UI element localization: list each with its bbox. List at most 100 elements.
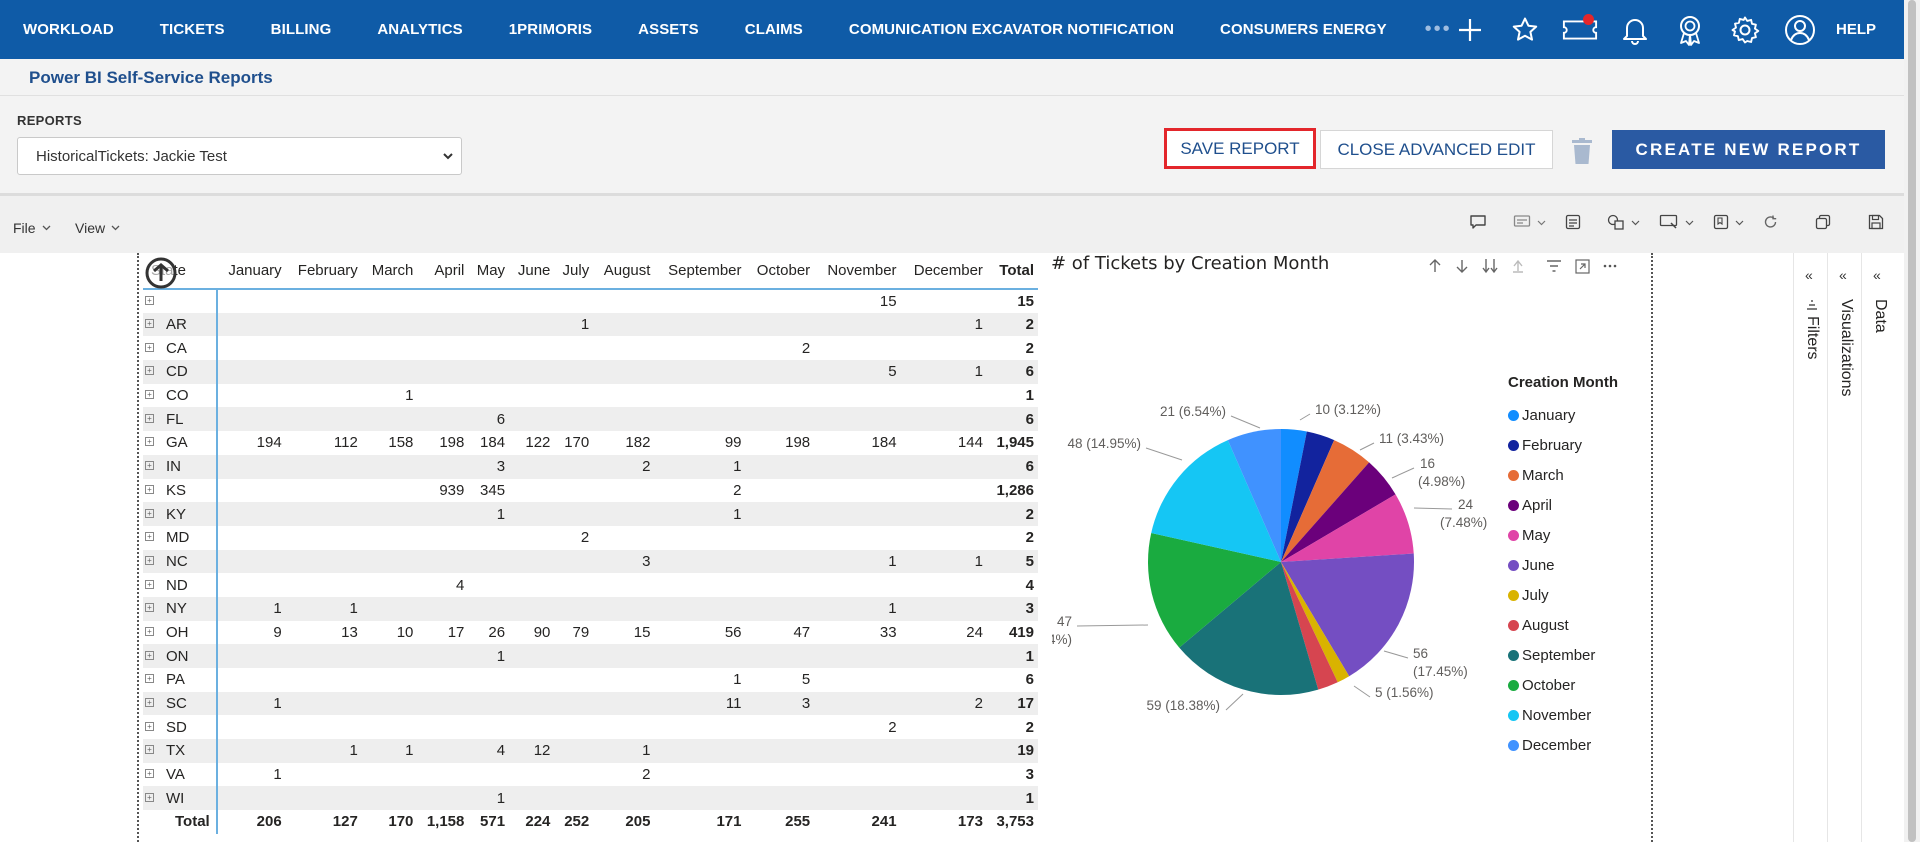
expand-row-icon[interactable]: + — [145, 484, 154, 494]
nav-item-billing[interactable]: BILLING — [270, 21, 332, 38]
expand-row-icon[interactable]: + — [145, 508, 154, 518]
column-header-march[interactable]: March — [361, 253, 418, 290]
pie-slice-june[interactable] — [1281, 553, 1414, 677]
gear-icon[interactable] — [1727, 12, 1763, 48]
legend-item-october[interactable]: October — [1508, 670, 1618, 700]
expand-row-icon[interactable]: + — [145, 413, 154, 423]
expand-row-icon[interactable]: + — [145, 532, 154, 542]
refresh-icon[interactable] — [1763, 214, 1778, 230]
visualizations-pane[interactable]: « Visualizations — [1827, 253, 1861, 842]
drill-up-icon[interactable] — [144, 256, 178, 295]
pie-slice-march[interactable] — [1281, 440, 1370, 562]
legend-item-august[interactable]: August — [1508, 610, 1618, 640]
expand-row-icon[interactable]: + — [145, 792, 154, 802]
legend-item-april[interactable]: April — [1508, 490, 1618, 520]
legend-item-september[interactable]: September — [1508, 640, 1618, 670]
pie-slice-december[interactable] — [1227, 429, 1281, 562]
expand-row-icon[interactable]: + — [145, 626, 154, 636]
more-options-icon[interactable] — [1603, 264, 1617, 268]
pie-slice-april[interactable] — [1281, 462, 1396, 562]
report-select[interactable]: HistoricalTickets: Jackie Test — [17, 137, 462, 175]
pie-slice-may[interactable] — [1281, 494, 1414, 562]
present-icon[interactable] — [1659, 213, 1694, 231]
bookmark-icon[interactable] — [1713, 213, 1744, 231]
expand-row-icon[interactable]: + — [145, 745, 154, 755]
legend-item-december[interactable]: December — [1508, 730, 1618, 760]
pie-slice-october[interactable] — [1147, 532, 1281, 648]
expand-row-icon[interactable]: + — [145, 603, 154, 613]
expand-row-icon[interactable]: + — [145, 461, 154, 471]
drill-down-arrow-icon[interactable] — [1455, 258, 1469, 274]
legend-item-may[interactable]: May — [1508, 520, 1618, 550]
page-scrollbar[interactable] — [1904, 0, 1920, 842]
collapse-data-icon[interactable]: « — [1873, 267, 1881, 283]
column-header-august[interactable]: August — [593, 253, 655, 290]
nav-item-claims[interactable]: CLAIMS — [744, 21, 803, 38]
legend-item-june[interactable]: June — [1508, 550, 1618, 580]
nav-item-1primoris[interactable]: 1PRIMORIS — [508, 21, 593, 38]
expand-row-icon[interactable]: + — [145, 674, 154, 684]
expand-row-icon[interactable]: + — [145, 555, 154, 565]
legend-item-march[interactable]: March — [1508, 460, 1618, 490]
close-advanced-edit-button[interactable]: CLOSE ADVANCED EDIT — [1320, 130, 1553, 169]
legend-item-january[interactable]: January — [1508, 400, 1618, 430]
plus-icon[interactable] — [1452, 12, 1488, 48]
star-icon[interactable] — [1507, 12, 1543, 48]
expand-row-icon[interactable]: + — [145, 319, 154, 329]
save-icon[interactable] — [1868, 214, 1884, 230]
expand-row-icon[interactable]: + — [145, 579, 154, 589]
view-menu[interactable]: View — [75, 220, 120, 236]
file-menu[interactable]: File — [13, 220, 51, 236]
legend-item-november[interactable]: November — [1508, 700, 1618, 730]
bell-icon[interactable] — [1617, 12, 1653, 48]
pie-chart[interactable]: 10 (3.12%) 11 (3.43%) 16 (4.98%) 24 (7.48%) 56… — [1052, 300, 1502, 760]
filters-pane[interactable]: « Filters — [1793, 253, 1827, 842]
nav-item-assets[interactable]: ASSETS — [638, 21, 699, 38]
collapse-filters-icon[interactable]: « — [1805, 267, 1813, 283]
column-header-october[interactable]: October — [745, 253, 815, 290]
expand-row-icon[interactable]: + — [145, 366, 154, 376]
expand-row-icon[interactable]: + — [145, 390, 154, 400]
column-header-total[interactable]: Total — [986, 253, 1038, 290]
column-header-january[interactable]: January — [217, 253, 286, 290]
duplicate-icon[interactable] — [1815, 214, 1831, 230]
nav-more-icon[interactable]: ••• — [1424, 18, 1452, 40]
column-header-december[interactable]: December — [900, 253, 987, 290]
column-header-september[interactable]: September — [654, 253, 746, 290]
trash-icon[interactable] — [1571, 138, 1593, 164]
pie-slice-january[interactable] — [1281, 429, 1307, 562]
pie-slice-november[interactable] — [1151, 440, 1281, 562]
nav-item-comunication-excavator-notification[interactable]: COMUNICATION EXCAVATOR NOTIFICATION — [848, 21, 1175, 38]
save-report-button[interactable]: SAVE REPORT — [1164, 128, 1316, 169]
next-level-icon[interactable] — [1482, 258, 1498, 274]
award-icon[interactable] — [1672, 12, 1708, 48]
nav-item-workload[interactable]: WORKLOAD — [23, 21, 114, 38]
column-header-april[interactable]: April — [417, 253, 469, 290]
column-header-june[interactable]: June — [509, 253, 555, 290]
expand-row-icon[interactable]: + — [145, 650, 154, 660]
pie-slice-july[interactable] — [1281, 562, 1350, 683]
expand-hierarchy-icon[interactable] — [1511, 258, 1525, 274]
focus-mode-icon[interactable] — [1575, 258, 1590, 274]
column-header-november[interactable]: November — [814, 253, 901, 290]
nav-item-consumers-energy[interactable]: CONSUMERS ENERGY — [1220, 21, 1387, 38]
comment-icon[interactable] — [1469, 214, 1487, 230]
pie-slice-august[interactable] — [1281, 562, 1338, 690]
scrollbar-thumb[interactable] — [1908, 0, 1916, 842]
legend-item-february[interactable]: February — [1508, 430, 1618, 460]
nav-item-tickets[interactable]: TICKETS — [159, 21, 225, 38]
legend-item-july[interactable]: July — [1508, 580, 1618, 610]
pie-slice-february[interactable] — [1281, 431, 1335, 562]
column-header-february[interactable]: February — [285, 253, 362, 290]
expand-row-icon[interactable]: + — [145, 698, 154, 708]
drill-up-arrow-icon[interactable] — [1428, 258, 1442, 274]
column-header-may[interactable]: May — [468, 253, 510, 290]
ticket-icon[interactable] — [1562, 12, 1598, 48]
pie-slice-september[interactable] — [1179, 562, 1319, 695]
expand-row-icon[interactable]: + — [145, 437, 154, 447]
help-link[interactable]: HELP — [1835, 21, 1876, 38]
column-header-july[interactable]: July — [554, 253, 594, 290]
expand-row-icon[interactable]: + — [145, 342, 154, 352]
filter-icon[interactable] — [1546, 259, 1562, 273]
matrix-visual[interactable]: StateJanuaryFebruaryMarchAprilMayJuneJul… — [143, 253, 1038, 834]
